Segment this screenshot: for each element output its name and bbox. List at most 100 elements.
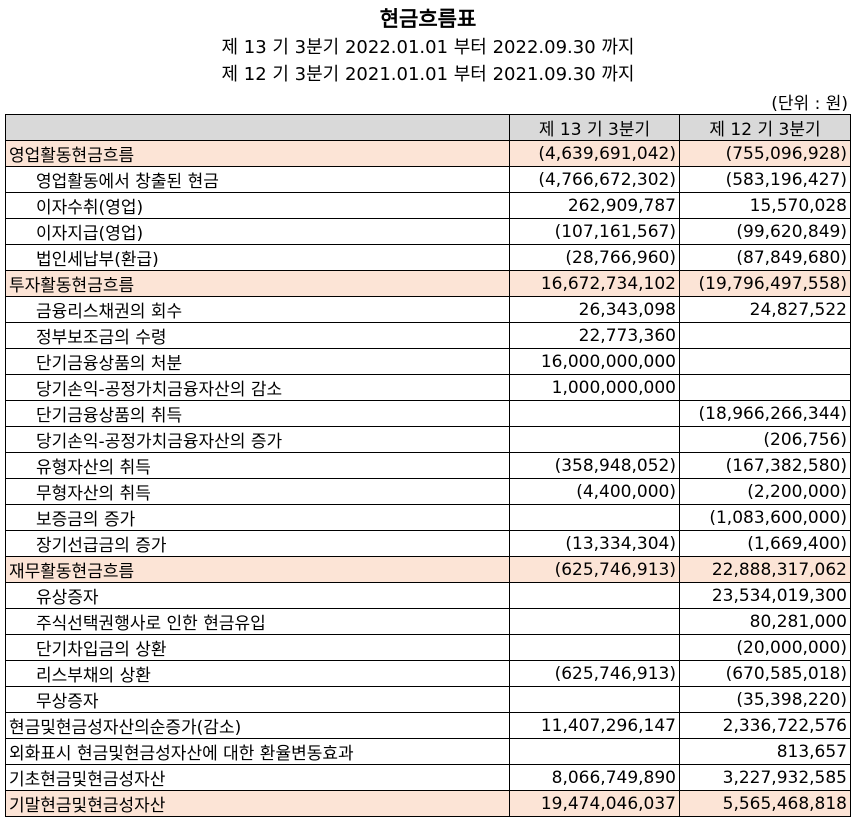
row-prior-value: 15,570,028 [679, 192, 851, 219]
row-prior-value: (1,669,400) [679, 530, 851, 557]
row-label: 정부보조금의 수령 [5, 322, 510, 349]
row-label: 이자수취(영업) [5, 192, 510, 219]
row-label: 당기손익-공정가치금융자산의 감소 [5, 374, 510, 401]
row-current-value [509, 400, 680, 427]
page-title: 현금흐름표 [379, 7, 477, 31]
row-current-value: 16,672,734,102 [509, 270, 680, 297]
row-prior-value: 3,227,932,585 [679, 764, 851, 791]
table-row: 투자활동현금흐름 16,672,734,102 (19,796,497,558) [5, 270, 851, 297]
row-label: 법인세납부(환급) [5, 244, 510, 271]
row-current-value: 11,407,296,147 [509, 712, 680, 739]
table-row: 단기금융상품의 취득 (18,966,266,344) [5, 400, 851, 427]
cash-flow-table: 제 13 기 3분기 제 12 기 3분기 영업활동현금흐름 (4,639,691… [5, 114, 851, 817]
row-label: 영업활동에서 창출된 현금 [5, 166, 510, 193]
row-current-value: (28,766,960) [509, 244, 680, 271]
row-current-value: (13,334,304) [509, 530, 680, 557]
row-prior-value: 23,534,019,300 [679, 582, 851, 609]
row-current-value [509, 634, 680, 661]
table-header-row: 제 13 기 3분기 제 12 기 3분기 [5, 114, 851, 141]
row-current-value: 22,773,360 [509, 322, 680, 349]
row-prior-value: 5,565,468,818 [679, 790, 851, 817]
row-label: 유상증자 [5, 582, 510, 609]
row-label: 무형자산의 취득 [5, 478, 510, 505]
row-prior-value: 22,888,317,062 [679, 556, 851, 583]
row-label: 장기선급금의 증가 [5, 530, 510, 557]
table-row: 장기선급금의 증가 (13,334,304) (1,669,400) [5, 530, 851, 557]
row-current-value: (358,948,052) [509, 452, 680, 479]
row-current-value: (4,400,000) [509, 478, 680, 505]
row-current-value [509, 582, 680, 609]
row-prior-value: 2,336,722,576 [679, 712, 851, 739]
row-label: 이자지급(영업) [5, 218, 510, 245]
table-row: 현금및현금성자산의순증가(감소) 11,407,296,147 2,336,722,… [5, 712, 851, 739]
table-row: 법인세납부(환급) (28,766,960) (87,849,680) [5, 244, 851, 271]
row-label: 단기차입금의 상환 [5, 634, 510, 661]
table-row: 당기손익-공정가치금융자산의 증가 (206,756) [5, 426, 851, 453]
row-label: 당기손익-공정가치금융자산의 증가 [5, 426, 510, 453]
row-prior-value: 813,657 [679, 738, 851, 765]
row-prior-value [679, 322, 851, 349]
unit-label: (단위 : 원) [771, 94, 848, 114]
row-prior-value: (206,756) [679, 426, 851, 453]
row-current-value: (625,746,913) [509, 556, 680, 583]
row-label: 유형자산의 취득 [5, 452, 510, 479]
row-current-value: 262,909,787 [509, 192, 680, 219]
table-row: 무상증자 (35,398,220) [5, 686, 851, 713]
table-row: 재무활동현금흐름 (625,746,913) 22,888,317,062 [5, 556, 851, 583]
row-prior-value: (167,382,580) [679, 452, 851, 479]
row-current-value: 19,474,046,037 [509, 790, 680, 817]
row-prior-value: (87,849,680) [679, 244, 851, 271]
row-current-value [509, 738, 680, 765]
table-row: 정부보조금의 수령 22,773,360 [5, 322, 851, 349]
row-prior-value: (1,083,600,000) [679, 504, 851, 531]
period-prior: 제 12 기 3분기 2021.01.01 부터 2021.09.30 까지 [221, 64, 635, 85]
row-current-value: (625,746,913) [509, 660, 680, 687]
row-current-value: (107,161,567) [509, 218, 680, 245]
row-prior-value: 24,827,522 [679, 296, 851, 323]
table-row: 단기금융상품의 처분 16,000,000,000 [5, 348, 851, 375]
table-row: 금융리스채권의 회수 26,343,098 24,827,522 [5, 296, 851, 323]
row-label: 주식선택권행사로 인한 현금유입 [5, 608, 510, 635]
table-row: 영업활동에서 창출된 현금 (4,766,672,302) (583,196,427… [5, 166, 851, 193]
table-row: 단기차입금의 상환 (20,000,000) [5, 634, 851, 661]
row-current-value: (4,766,672,302) [509, 166, 680, 193]
table-row: 이자수취(영업) 262,909,787 15,570,028 [5, 192, 851, 219]
row-prior-value: (20,000,000) [679, 634, 851, 661]
row-label: 영업활동현금흐름 [5, 140, 510, 167]
table-row: 기초현금및현금성자산 8,066,749,890 3,227,932,585 [5, 764, 851, 791]
row-label: 현금및현금성자산의순증가(감소) [5, 712, 510, 739]
row-label: 단기금융상품의 취득 [5, 400, 510, 427]
header-current-period: 제 13 기 3분기 [509, 114, 680, 141]
row-current-value: 16,000,000,000 [509, 348, 680, 375]
table-row: 당기손익-공정가치금융자산의 감소 1,000,000,000 [5, 374, 851, 401]
row-prior-value: (2,200,000) [679, 478, 851, 505]
row-prior-value: (583,196,427) [679, 166, 851, 193]
row-current-value [509, 426, 680, 453]
header-prior-period: 제 12 기 3분기 [679, 114, 851, 141]
table-row: 이자지급(영업) (107,161,567) (99,620,849) [5, 218, 851, 245]
row-label: 보증금의 증가 [5, 504, 510, 531]
row-prior-value: (99,620,849) [679, 218, 851, 245]
row-prior-value: (755,096,928) [679, 140, 851, 167]
table-row: 영업활동현금흐름 (4,639,691,042) (755,096,928) [5, 140, 851, 167]
row-label: 무상증자 [5, 686, 510, 713]
table-row: 보증금의 증가 (1,083,600,000) [5, 504, 851, 531]
table-row: 유상증자 23,534,019,300 [5, 582, 851, 609]
period-current: 제 13 기 3분기 2022.01.01 부터 2022.09.30 까지 [221, 37, 635, 58]
row-label: 단기금융상품의 처분 [5, 348, 510, 375]
row-prior-value: (670,585,018) [679, 660, 851, 687]
table-row: 유형자산의 취득 (358,948,052) (167,382,580) [5, 452, 851, 479]
row-current-value: 1,000,000,000 [509, 374, 680, 401]
row-prior-value [679, 348, 851, 375]
table-row: 주식선택권행사로 인한 현금유입 80,281,000 [5, 608, 851, 635]
row-label: 금융리스채권의 회수 [5, 296, 510, 323]
row-prior-value: (19,796,497,558) [679, 270, 851, 297]
row-current-value [509, 504, 680, 531]
row-label: 기초현금및현금성자산 [5, 764, 510, 791]
row-current-value: 26,343,098 [509, 296, 680, 323]
table-row: 무형자산의 취득 (4,400,000) (2,200,000) [5, 478, 851, 505]
row-current-value: 8,066,749,890 [509, 764, 680, 791]
row-current-value [509, 686, 680, 713]
row-current-value: (4,639,691,042) [509, 140, 680, 167]
